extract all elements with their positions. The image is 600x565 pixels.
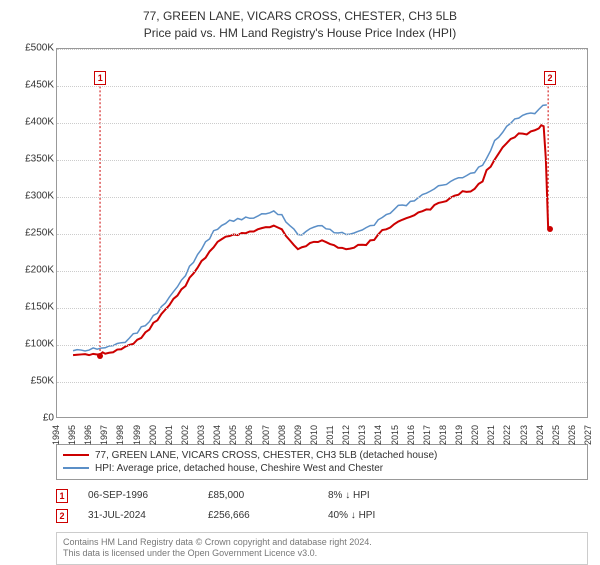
x-tick-label: 2027 [583,425,593,445]
legend-item: HPI: Average price, detached house, Ches… [63,462,581,475]
x-tick-label: 2020 [470,425,480,445]
x-tick-label: 2026 [567,425,577,445]
grid-line [57,345,587,346]
grid-line [57,271,587,272]
x-tick-label: 2007 [261,425,271,445]
x-tick-label: 2008 [277,425,287,445]
y-tick-label: £450K [25,79,54,90]
event-diff: 40% ↓ HPI [328,510,428,521]
x-tick-label: 1998 [115,425,125,445]
chart-title: 77, GREEN LANE, VICARS CROSS, CHESTER, C… [12,8,588,42]
event-badge: 1 [56,489,68,503]
x-tick-label: 2004 [212,425,222,445]
x-tick-label: 1996 [83,425,93,445]
footer-line1: Contains HM Land Registry data © Crown c… [63,537,581,549]
x-tick-label: 2017 [422,425,432,445]
x-tick-label: 2025 [551,425,561,445]
event-date: 06-SEP-1996 [88,490,188,501]
x-tick-label: 2013 [357,425,367,445]
y-axis: £0£50K£100K£150K£200K£250K£300K£350K£400… [12,48,56,418]
x-tick-label: 2022 [502,425,512,445]
event-row: 1 06-SEP-1996 £85,000 8% ↓ HPI [56,486,588,506]
y-tick-label: £150K [25,301,54,312]
x-tick-label: 2009 [293,425,303,445]
y-tick-label: £0 [43,412,54,423]
x-tick-label: 1995 [67,425,77,445]
legend-label: HPI: Average price, detached house, Ches… [95,463,383,474]
y-tick-label: £500K [25,42,54,53]
x-tick-label: 2023 [519,425,529,445]
y-tick-label: £250K [25,227,54,238]
x-tick-label: 1994 [51,425,61,445]
y-tick-label: £300K [25,190,54,201]
x-tick-label: 2001 [164,425,174,445]
x-tick-label: 2019 [454,425,464,445]
event-date: 31-JUL-2024 [88,510,188,521]
x-tick-label: 2014 [373,425,383,445]
legend-swatch [63,467,89,469]
legend-label: 77, GREEN LANE, VICARS CROSS, CHESTER, C… [95,450,437,461]
y-tick-label: £50K [31,375,54,386]
x-tick-label: 2006 [244,425,254,445]
legend: 77, GREEN LANE, VICARS CROSS, CHESTER, C… [56,444,588,480]
x-tick-label: 2021 [486,425,496,445]
x-axis: 1994199519961997199819992000200120022003… [56,420,588,438]
y-tick-label: £200K [25,264,54,275]
legend-item: 77, GREEN LANE, VICARS CROSS, CHESTER, C… [63,449,581,462]
series-hpi [73,104,547,350]
marker-badge: 1 [94,71,106,85]
title-line1: 77, GREEN LANE, VICARS CROSS, CHESTER, C… [12,8,588,25]
x-tick-label: 2018 [438,425,448,445]
grid-line [57,308,587,309]
x-tick-label: 1997 [99,425,109,445]
grid-line [57,123,587,124]
marker-dot [547,226,553,232]
plot-area: 12 [56,48,588,418]
x-tick-label: 1999 [132,425,142,445]
x-tick-label: 2015 [390,425,400,445]
event-row: 2 31-JUL-2024 £256,666 40% ↓ HPI [56,506,588,526]
grid-line [57,382,587,383]
event-badge: 2 [56,509,68,523]
grid-line [57,234,587,235]
grid-line [57,160,587,161]
x-tick-label: 2016 [406,425,416,445]
event-table: 1 06-SEP-1996 £85,000 8% ↓ HPI 2 31-JUL-2024 £… [56,486,588,526]
marker-dot [97,353,103,359]
x-tick-label: 2010 [309,425,319,445]
event-price: £85,000 [208,490,308,501]
x-tick-label: 2005 [228,425,238,445]
x-tick-label: 2012 [341,425,351,445]
x-tick-label: 2011 [325,425,335,444]
chart-area: £0 £50K £100K £150K £200K £250K £300K £350K £400… [12,48,588,438]
footer-line2: This data is licensed under the Open Gov… [63,548,581,560]
x-tick-label: 2000 [148,425,158,445]
event-price: £256,666 [208,510,308,521]
grid-line [57,86,587,87]
chart-container: 77, GREEN LANE, VICARS CROSS, CHESTER, C… [0,0,600,560]
x-tick-label: 2024 [535,425,545,445]
legend-swatch [63,454,89,456]
event-diff: 8% ↓ HPI [328,490,428,501]
x-tick-label: 2003 [196,425,206,445]
grid-line [57,197,587,198]
y-tick-label: £400K [25,116,54,127]
x-tick-label: 2002 [180,425,190,445]
y-tick-label: £100K [25,338,54,349]
grid-line [57,49,587,50]
y-tick-label: £350K [25,153,54,164]
line-series-svg [57,49,587,417]
title-line2: Price paid vs. HM Land Registry's House … [12,25,588,42]
marker-badge: 2 [544,71,556,85]
